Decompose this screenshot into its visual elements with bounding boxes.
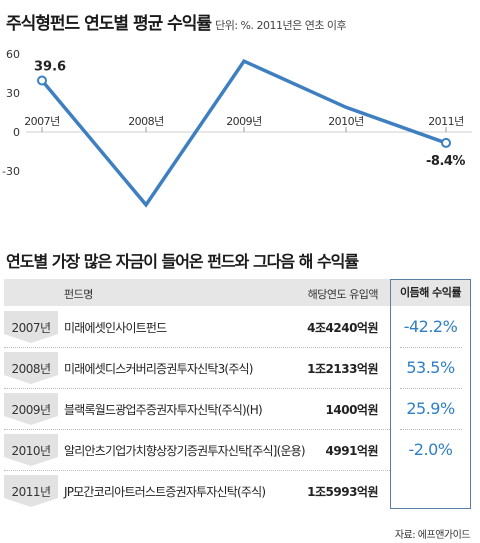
chart-title: 주식형펀드 연도별 평균 수익률 단위: %. 2011년은 연초 이후 — [6, 9, 347, 34]
row-inflow: 4조4240억원 — [307, 321, 378, 335]
return-divider — [400, 347, 462, 348]
row-inflow: 1조2133억원 — [307, 362, 378, 376]
table-row: 2011년 JP모간코리아트러스트증권자투자신탁(주식) 1조5993억원 — [4, 471, 390, 512]
x-tick-label: 2009년 — [226, 115, 262, 128]
row-year: 2011년 — [11, 485, 51, 499]
x-tick-label: 2007년 — [24, 115, 60, 128]
return-divider — [400, 388, 462, 389]
data-label-first: 39.6 — [34, 60, 66, 75]
data-point — [441, 137, 451, 148]
row-next-year-return: -2.0% — [408, 440, 453, 459]
header-next-year-return: 이듬해 수익률 — [391, 280, 470, 306]
row-year: 2009년 — [11, 403, 51, 417]
header-fund-name: 펀드명 — [64, 288, 93, 301]
row-next-year-return: 53.5% — [406, 358, 455, 377]
table-row: 2007년 미래에셋인사이트펀드 4조4240억원 — [4, 307, 390, 348]
table-row: 2010년 알리안츠기업가치향상장기증권투자신탁[주식](운용) 4991억원 — [4, 430, 390, 471]
row-year: 2010년 — [11, 444, 51, 458]
row-inflow: 1조5993억원 — [307, 485, 378, 499]
row-divider — [4, 347, 390, 348]
y-tick-label: 30 — [6, 87, 20, 100]
series-line — [40, 58, 447, 208]
return-column-box: 이듬해 수익률 — [390, 279, 471, 509]
row-divider — [4, 429, 390, 430]
y-tick-label: 0 — [13, 126, 20, 139]
chart-subtitle: 단위: %. 2011년은 연초 이후 — [215, 19, 347, 32]
data-label-last: -8.4% — [426, 154, 465, 169]
row-fund-name: 미래에셋인사이트펀드 — [64, 321, 167, 335]
chart-title-text: 주식형펀드 연도별 평균 수익률 — [6, 14, 212, 34]
row-fund-name: JP모간코리아트러스트증권자투자신탁(주식) — [64, 485, 266, 499]
source-note: 자료: 에프앤가이드 — [394, 530, 471, 541]
row-next-year-return: 25.9% — [406, 399, 455, 418]
row-fund-name: 미래에셋디스커버리증권투자신탁3(주식) — [64, 362, 253, 376]
y-tick-label: 60 — [6, 48, 20, 61]
row-year: 2008년 — [11, 362, 51, 376]
x-tick-label: 2011년 — [428, 115, 464, 128]
row-inflow: 4991억원 — [325, 444, 379, 458]
table-title: 연도별 가장 많은 자금이 들어온 펀드와 그다음 해 수익률 — [6, 252, 359, 271]
header-inflow: 해당연도 유입액 — [307, 288, 379, 301]
x-tick-label: 2010년 — [328, 115, 364, 128]
table-header: 펀드명 해당연도 유입액 — [4, 279, 390, 306]
row-next-year-return: -42.2% — [403, 317, 458, 336]
row-inflow: 1400억원 — [325, 403, 379, 417]
table-row: 2008년 미래에셋디스커버리증권투자신탁3(주식) 1조2133억원 — [4, 348, 390, 389]
row-divider — [4, 470, 390, 471]
row-fund-name: 알리안츠기업가치향상장기증권투자신탁[주식](운용) — [64, 444, 306, 458]
line-chart: 60 30 0 -30 2007년 2008년 2009년 2010년 2011년 39.6 -8.… — [2, 48, 472, 208]
fund-table: 펀드명 해당연도 유입액 이듬해 수익률 2007년 미래에셋인사이트펀드 4조42… — [0, 279, 480, 519]
data-point — [37, 75, 47, 86]
y-tick-label: -30 — [2, 165, 20, 178]
row-fund-name: 블랙록월드광업주증권자투자신탁(주식)(H) — [64, 403, 263, 417]
table-row: 2009년 블랙록월드광업주증권자투자신탁(주식)(H) 1400억원 — [4, 389, 390, 430]
row-year: 2007년 — [11, 321, 51, 335]
row-divider — [4, 388, 390, 389]
x-tick-label: 2008년 — [128, 115, 164, 128]
return-divider — [400, 429, 462, 430]
